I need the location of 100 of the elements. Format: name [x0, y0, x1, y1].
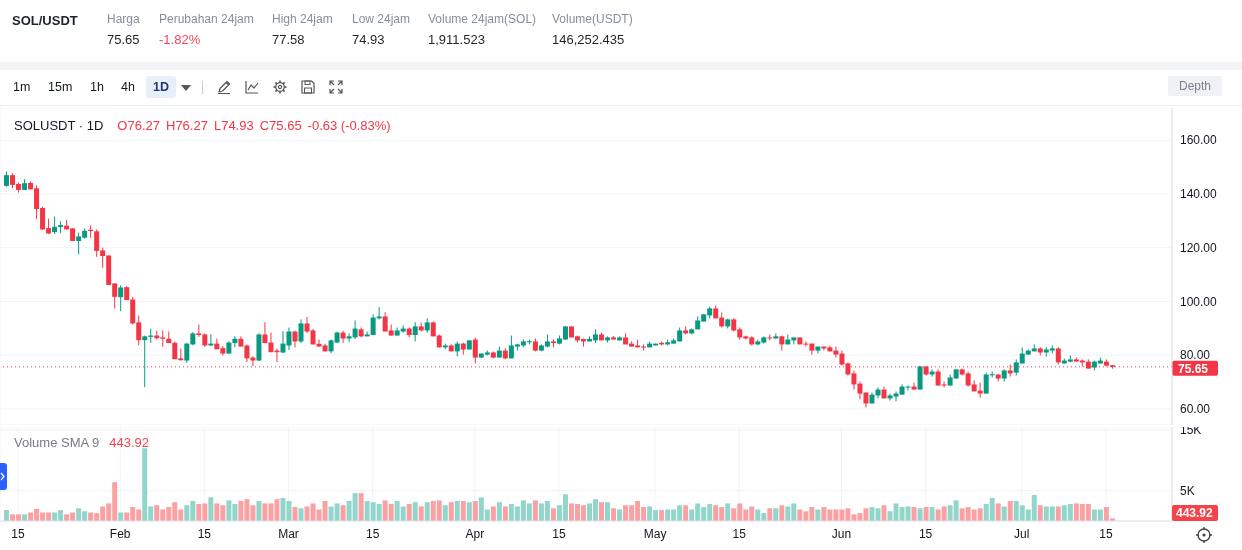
x-tick-label: 15 [732, 526, 747, 541]
text: Low 24jam [352, 12, 411, 26]
x-tick-label: Apr [465, 526, 485, 541]
text: -1.82% [159, 32, 201, 47]
bar [605, 502, 611, 521]
bar [460, 500, 466, 521]
bar [496, 502, 502, 521]
y-tick-label: 5K [1180, 483, 1195, 498]
x-tick-label: Mar [278, 526, 299, 541]
x-tick-label: Jul [1014, 526, 1030, 541]
text: SOLUSDT · 1D [14, 118, 104, 133]
bar [659, 510, 665, 521]
x-tick-label: 15 [918, 526, 933, 541]
text: Volume(USDT) [552, 12, 633, 26]
y-tick-label: 60.00 [1180, 402, 1211, 417]
candlestick [118, 284, 124, 312]
candlestick [298, 318, 304, 344]
bar [617, 509, 623, 521]
bar [298, 508, 304, 521]
y-tick-label: 160.00 [1180, 133, 1218, 148]
bar [448, 502, 454, 521]
candlestick [376, 306, 382, 320]
bar [418, 506, 424, 521]
bar [1007, 500, 1013, 521]
bar [881, 505, 887, 521]
bar [550, 508, 556, 521]
bar [779, 505, 785, 521]
candlestick [184, 342, 190, 364]
candlestick [472, 336, 478, 364]
text: Harga [107, 12, 140, 26]
bar [532, 500, 538, 521]
bar [923, 507, 929, 521]
bar [442, 505, 448, 521]
bar [1055, 506, 1061, 521]
bar [725, 503, 731, 521]
annotation: 443.92 [109, 435, 150, 450]
x-tick-label: 15 [1099, 526, 1113, 541]
x-tick-label: Feb [109, 526, 131, 541]
annotation: L74.93 [213, 118, 254, 133]
text: 443.92 [1176, 506, 1213, 520]
bar [4, 510, 10, 521]
text: 146,252.435 [552, 32, 625, 47]
annotation: C75.65 [259, 118, 302, 133]
bar [929, 507, 935, 521]
annotation: O76.27 [117, 118, 160, 133]
x-tick-label: 15 [11, 526, 26, 541]
x-tick-label: Jun [831, 526, 852, 541]
text: 1,911.523 [428, 32, 485, 47]
candlestick [641, 343, 647, 352]
bar [773, 508, 779, 521]
bar [208, 497, 214, 521]
bar [815, 509, 821, 521]
candlestick [250, 355, 256, 367]
bar [995, 503, 1001, 521]
ref-line-label: 75.65 [1178, 361, 1209, 376]
candlestick [412, 321, 418, 342]
y-tick-label: 100.00 [1180, 294, 1218, 309]
bar [340, 505, 346, 521]
x-tick-label: 15 [197, 526, 212, 541]
bar [490, 506, 496, 521]
bar [406, 504, 412, 521]
bar [599, 502, 605, 521]
x-tick-label: 15 [552, 526, 566, 541]
bar [767, 508, 773, 521]
bar [412, 502, 418, 521]
bar [1037, 505, 1043, 521]
bar [911, 507, 917, 521]
text: 1D [153, 80, 169, 94]
text: Volume SMA 9 [14, 435, 100, 450]
y-tick-label: 120.00 [1180, 240, 1218, 255]
text: 15m [48, 80, 73, 94]
candlestick [911, 382, 917, 391]
text: Volume 24jam(SOL) [428, 12, 537, 26]
annotation: -0.63 (-0.83%) [307, 118, 391, 133]
bar [424, 502, 430, 521]
text: High 24jam [272, 12, 333, 26]
bar [466, 502, 472, 521]
y-tick-label: 80.00 [1180, 348, 1211, 363]
text: 75.65 [107, 32, 140, 47]
bar [358, 493, 364, 521]
annotation: H76.27 [166, 118, 208, 133]
bar [454, 500, 460, 521]
x-tick-label: May [643, 526, 667, 541]
bar [256, 500, 262, 521]
candlestick [232, 335, 238, 348]
bar [683, 505, 689, 521]
text: 1m [13, 80, 31, 94]
y-tick-label: 140.00 [1180, 187, 1218, 202]
text: 4h [121, 80, 135, 94]
text: 74.93 [352, 32, 385, 47]
bar [292, 507, 298, 521]
bar [1001, 506, 1007, 521]
text: Perubahan 24jam [159, 12, 254, 26]
bar [472, 500, 478, 521]
text: 77.58 [272, 32, 305, 47]
text: Depth [1178, 79, 1212, 93]
x-tick-label: 15 [365, 526, 380, 541]
bar [502, 506, 508, 521]
bar [22, 514, 28, 521]
bar [917, 508, 923, 521]
